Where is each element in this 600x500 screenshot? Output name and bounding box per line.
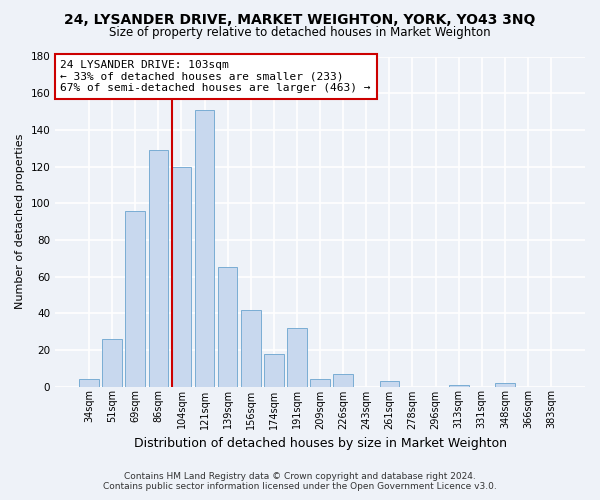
Bar [172, 166, 191, 386]
Bar [287, 328, 307, 386]
Text: Size of property relative to detached houses in Market Weighton: Size of property relative to detached ho… [109, 26, 491, 39]
Bar [79, 379, 99, 386]
Bar [218, 268, 238, 386]
Text: 24, LYSANDER DRIVE, MARKET WEIGHTON, YORK, YO43 3NQ: 24, LYSANDER DRIVE, MARKET WEIGHTON, YOR… [64, 12, 536, 26]
Bar [380, 381, 399, 386]
Bar [125, 210, 145, 386]
Bar [334, 374, 353, 386]
Bar [195, 110, 214, 386]
Bar [149, 150, 168, 386]
X-axis label: Distribution of detached houses by size in Market Weighton: Distribution of detached houses by size … [134, 437, 506, 450]
Text: 24 LYSANDER DRIVE: 103sqm
← 33% of detached houses are smaller (233)
67% of semi: 24 LYSANDER DRIVE: 103sqm ← 33% of detac… [61, 60, 371, 93]
Bar [310, 379, 330, 386]
Bar [103, 339, 122, 386]
Text: Contains HM Land Registry data © Crown copyright and database right 2024.
Contai: Contains HM Land Registry data © Crown c… [103, 472, 497, 491]
Bar [241, 310, 260, 386]
Bar [449, 384, 469, 386]
Y-axis label: Number of detached properties: Number of detached properties [15, 134, 25, 309]
Bar [264, 354, 284, 386]
Bar [495, 383, 515, 386]
